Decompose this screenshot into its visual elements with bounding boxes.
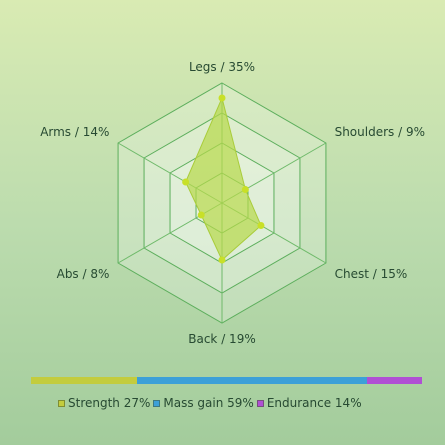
axis-label-2: Chest / 15% <box>335 267 408 281</box>
legend-item-endurance: Endurance 14% <box>256 396 362 410</box>
legend-label-strength: Strength 27% <box>68 396 151 410</box>
split-bar-segment-1 <box>136 377 368 384</box>
legend-item-strength: Strength 27% <box>58 396 150 410</box>
legend-swatch-endurance <box>256 399 264 407</box>
data-point-5 <box>182 178 190 186</box>
axis-label-1: Shoulders / 9% <box>335 125 425 139</box>
axis-label-5: Arms / 14% <box>40 125 109 139</box>
data-point-2 <box>257 222 265 229</box>
legend-swatch-mass-gain <box>153 399 161 407</box>
legend: Strength 27% Mass gain 59% Endurance 14% <box>58 396 365 410</box>
split-bar <box>31 377 422 384</box>
axis-label-0: Legs / 35% <box>189 60 255 74</box>
data-point-0 <box>218 94 226 102</box>
axis-label-3: Back / 19% <box>188 332 255 346</box>
data-point-3 <box>218 256 226 264</box>
legend-swatch-strength <box>58 399 65 407</box>
split-bar-segment-2 <box>367 377 422 384</box>
axis-label-4: Abs / 8% <box>57 267 110 281</box>
legend-item-mass-gain: Mass gain 59% <box>153 396 254 410</box>
data-point-4 <box>197 211 205 219</box>
data-point-1 <box>241 186 249 193</box>
legend-label-endurance: Endurance 14% <box>266 396 362 410</box>
split-bar-segment-0 <box>31 377 137 384</box>
legend-label-mass-gain: Mass gain 59% <box>163 396 254 410</box>
